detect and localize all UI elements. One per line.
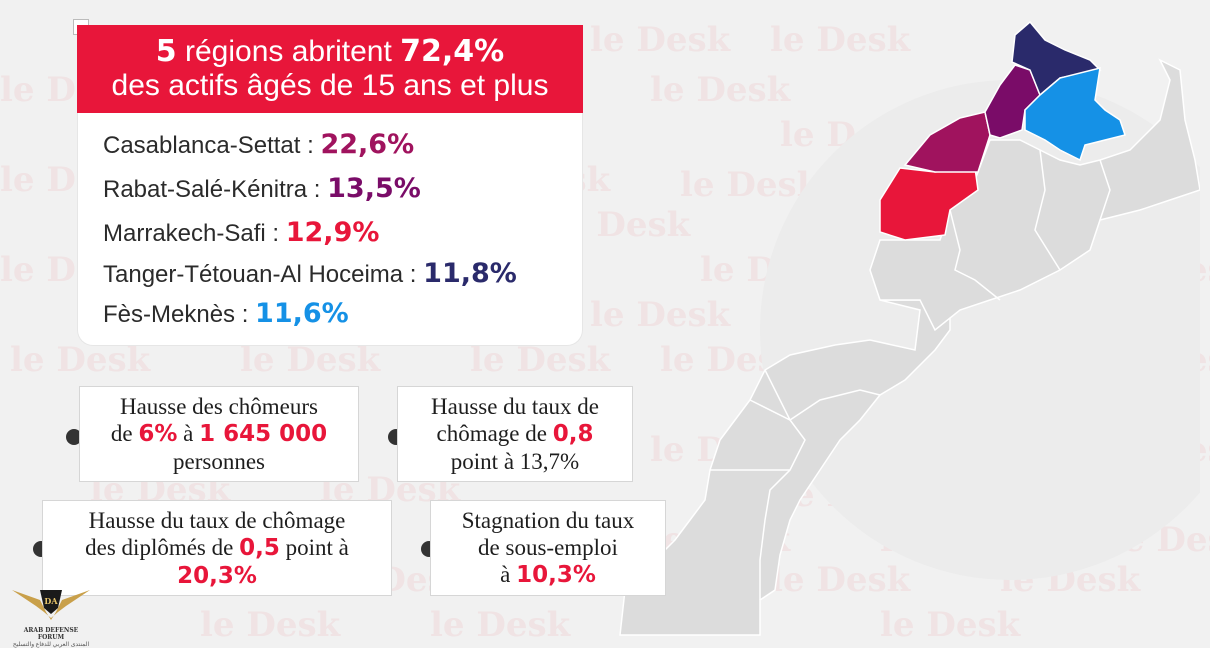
stat-line: à 10,3% — [431, 561, 665, 589]
region-value: 11,8% — [423, 258, 517, 289]
morocco-map — [619, 20, 1200, 636]
region-name: Casablanca-Settat : — [103, 132, 314, 159]
stat-graduates: Hausse du taux de chômage des diplômés d… — [42, 500, 392, 596]
region-value: 22,6% — [320, 129, 415, 160]
stat-highlight: 1 645 000 — [199, 421, 328, 447]
stat-line: personnes — [173, 449, 265, 474]
stat-unemployed: Hausse des chômeurs de 6% à 1 645 000 pe… — [79, 386, 359, 482]
stat-text: à — [500, 562, 511, 587]
region-row: Casablanca-Settat : 22,6% — [103, 129, 414, 160]
logo-badge: DA — [44, 596, 58, 606]
map-region-tanger-tetouan-al-hoceima — [1011, 20, 1102, 97]
watermark: le Desk — [430, 605, 571, 645]
headline-percent: 72,4% — [400, 34, 505, 69]
region-name: Rabat-Salé-Kénitra : — [103, 176, 321, 203]
logo-name-ar: المنتدى العربي للدفاع والتسليح — [12, 642, 90, 648]
bullet-icon — [66, 429, 82, 445]
regions-list: Casablanca-Settat : 22,6% Rabat-Salé-Kén… — [77, 113, 583, 346]
stat-highlight: 0,8 — [552, 421, 594, 447]
headline-count: 5 — [155, 34, 177, 69]
stat-line: des diplômés de 0,5 point à — [43, 534, 391, 562]
stat-highlight: 6% — [138, 421, 178, 447]
watermark: le Desk — [10, 340, 151, 380]
region-name: Fès-Meknès : — [103, 301, 249, 328]
eagle-emblem-icon: DA — [12, 590, 90, 620]
stat-line: Hausse des chômeurs — [119, 394, 318, 419]
region-name: Marrakech-Safi : — [103, 220, 280, 247]
stat-line: Hausse du taux de chômage — [88, 507, 346, 533]
region-row: Fès-Meknès : 11,6% — [103, 298, 349, 329]
map-region-fes-meknes — [1024, 66, 1126, 162]
arab-defense-forum-logo: DA ARAB DEFENSE FORUM المنتدى العربي للد… — [10, 582, 92, 648]
watermark: le Desk — [200, 605, 341, 645]
region-value: 11,6% — [255, 298, 349, 329]
stat-rate: Hausse du taux de chômage de 0,8 point à… — [397, 386, 633, 482]
logo-name: ARAB DEFENSE FORUM — [23, 627, 79, 641]
region-row: Rabat-Salé-Kénitra : 13,5% — [103, 173, 421, 204]
map-border — [749, 389, 881, 421]
stat-highlight: 20,3% — [177, 562, 257, 589]
stat-line: de sous-emploi — [478, 535, 618, 560]
stat-line: Stagnation du taux — [461, 508, 635, 533]
stat-text: point à — [285, 534, 349, 560]
map-other-regions — [869, 58, 1200, 332]
region-name: Tanger-Tétouan-Al Hoceima : — [103, 261, 417, 288]
stat-text: à — [183, 421, 194, 446]
stat-text: des diplômés de — [85, 534, 234, 560]
map-border — [949, 209, 1001, 301]
stat-line: de 6% à 1 645 000 — [80, 420, 358, 448]
map-border — [1099, 159, 1111, 221]
headline-text: régions abritent — [185, 35, 392, 68]
stat-underemployment: Stagnation du taux de sous-emploi à 10,3… — [430, 500, 666, 596]
stat-highlight: 0,5 — [239, 534, 280, 561]
headline-line1: 5 régions abritent 72,4% — [77, 35, 583, 69]
stat-highlight: 10,3% — [516, 562, 596, 588]
stat-text: de — [110, 421, 133, 446]
headline-box: 5 régions abritent 72,4% des actifs âgés… — [77, 25, 583, 113]
region-value: 13,5% — [327, 173, 421, 204]
stat-line: 20,3% — [43, 562, 391, 590]
stat-text: chômage de — [436, 421, 547, 446]
stat-line: point à 13,7% — [450, 449, 580, 474]
region-value: 12,9% — [285, 217, 380, 248]
watermark: le Desk — [470, 340, 611, 380]
map-southern-regions — [619, 299, 951, 636]
headline-line2: des actifs âgés de 15 ans et plus — [111, 69, 549, 102]
stat-line: chômage de 0,8 — [398, 420, 632, 448]
watermark: le Desk — [240, 340, 381, 380]
stat-line: Hausse du taux de — [431, 394, 599, 419]
region-row: Tanger-Tétouan-Al Hoceima : 11,8% — [103, 258, 517, 289]
map-border — [1034, 149, 1061, 271]
region-row: Marrakech-Safi : 12,9% — [103, 217, 379, 248]
